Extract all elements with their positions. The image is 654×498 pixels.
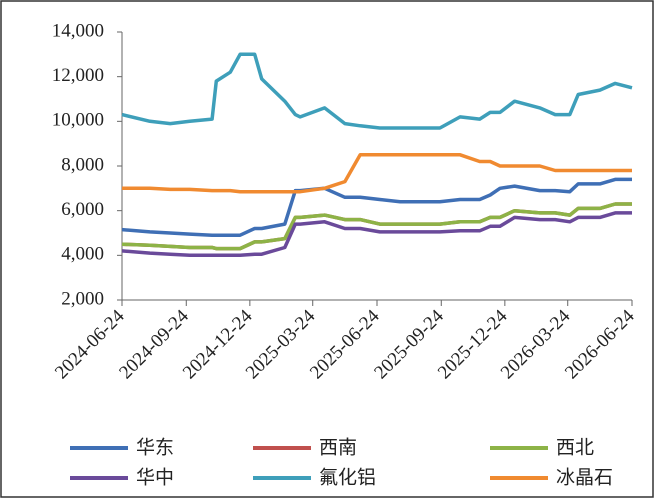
y-tick-label: 8,000 [61,154,104,175]
y-tick-label: 4,000 [61,244,104,265]
y-tick-label: 2,000 [61,288,104,309]
legend-label: 氟化铝 [319,467,376,489]
series-line [121,52,633,130]
y-tick-label: 14,000 [52,20,104,41]
y-tick-label: 12,000 [52,65,104,86]
legend-label: 华中 [136,467,174,489]
legend-label: 西南 [319,437,357,459]
legend-label: 西北 [556,437,594,459]
legend-label: 冰晶石 [556,467,613,489]
legend-label: 华东 [136,437,174,459]
series-line [122,153,632,194]
series-line [121,177,632,237]
y-tick-label: 6,000 [61,199,104,220]
series-line [121,202,632,251]
series-line [121,211,632,258]
y-tick-label: 10,000 [52,110,104,131]
